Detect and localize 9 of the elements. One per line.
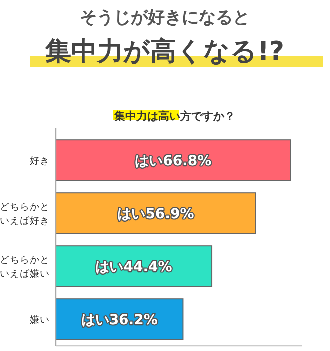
category-label: 好き [30,156,50,167]
data-label: はい56.9% [118,206,194,222]
category-label: どちらかといえば好き [0,202,50,227]
category-label: どちらかといえば嫌い [0,255,50,280]
data-label: はい36.2% [81,312,158,328]
category-label: 嫌い [30,315,50,326]
data-label: はい44.4% [96,260,172,276]
data-label: はい66.8% [135,154,212,170]
title: そうじが好きになると [80,8,250,28]
